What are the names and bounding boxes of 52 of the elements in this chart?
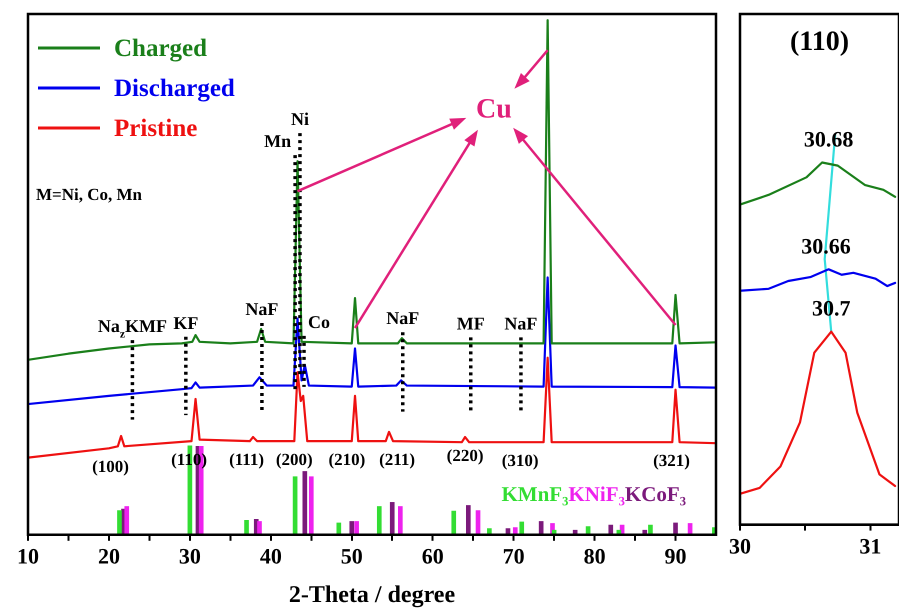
bar — [451, 510, 456, 535]
annotation: (321) — [653, 451, 690, 470]
bar — [390, 502, 395, 535]
ref-line-label: KF — [173, 312, 198, 333]
x-tick-label: 80 — [584, 544, 606, 569]
x-tick-label: 60 — [422, 544, 444, 569]
bar — [257, 521, 262, 535]
x-tick-label: 30 — [178, 544, 201, 569]
series-label: KMnF₃ — [501, 482, 568, 506]
bar — [673, 522, 678, 535]
annotation: (100) — [92, 456, 129, 476]
legend-label: Charged — [114, 35, 208, 62]
annotation: (220) — [446, 446, 484, 466]
x-tick-label: 50 — [340, 544, 363, 569]
bar — [376, 506, 382, 535]
x-tick-label: 40 — [260, 544, 282, 569]
bar — [117, 510, 122, 535]
bar — [476, 510, 480, 535]
ref-line-label: NaF — [245, 298, 278, 319]
x-tick-label: 70 — [502, 544, 525, 569]
ref-line-label: Ni — [290, 109, 309, 130]
x-tick-label: 30 — [729, 533, 751, 558]
bar — [302, 471, 308, 535]
x-tick-label: 90 — [664, 544, 687, 569]
chart-title: (110) — [790, 26, 850, 57]
annotation: Cu — [476, 94, 512, 125]
annotation: (210) — [328, 450, 366, 470]
bar — [124, 506, 130, 535]
x-tick-label: 20 — [98, 544, 120, 569]
ref-line-label: NaF — [504, 313, 538, 334]
ref-line-label: NaF — [386, 308, 420, 328]
x-tick-label: 10 — [17, 544, 39, 569]
annotation: (310) — [502, 451, 539, 470]
ref-line-label: Mn — [264, 131, 292, 152]
bar — [292, 476, 298, 535]
bar — [244, 520, 249, 535]
bar — [398, 506, 403, 535]
bar — [648, 524, 653, 535]
legend-label: Pristine — [114, 115, 198, 142]
series-label: KCoF₃ — [624, 482, 686, 506]
annotation: M=Ni, Co, Mn — [36, 185, 143, 204]
ref-line-label: MF — [456, 313, 485, 334]
x-axis-title: 2-Theta / degree — [288, 582, 456, 608]
annotation: (211) — [379, 450, 416, 470]
ref-line-label: Co — [308, 312, 330, 332]
annotation: (111) — [229, 450, 264, 470]
x-tick-label: 31 — [859, 533, 882, 558]
bar — [466, 505, 471, 535]
series-label: KNiF₃ — [568, 482, 625, 506]
legend-label: Discharged — [114, 75, 235, 102]
annotation: (200) — [276, 450, 313, 470]
bar — [308, 476, 314, 535]
